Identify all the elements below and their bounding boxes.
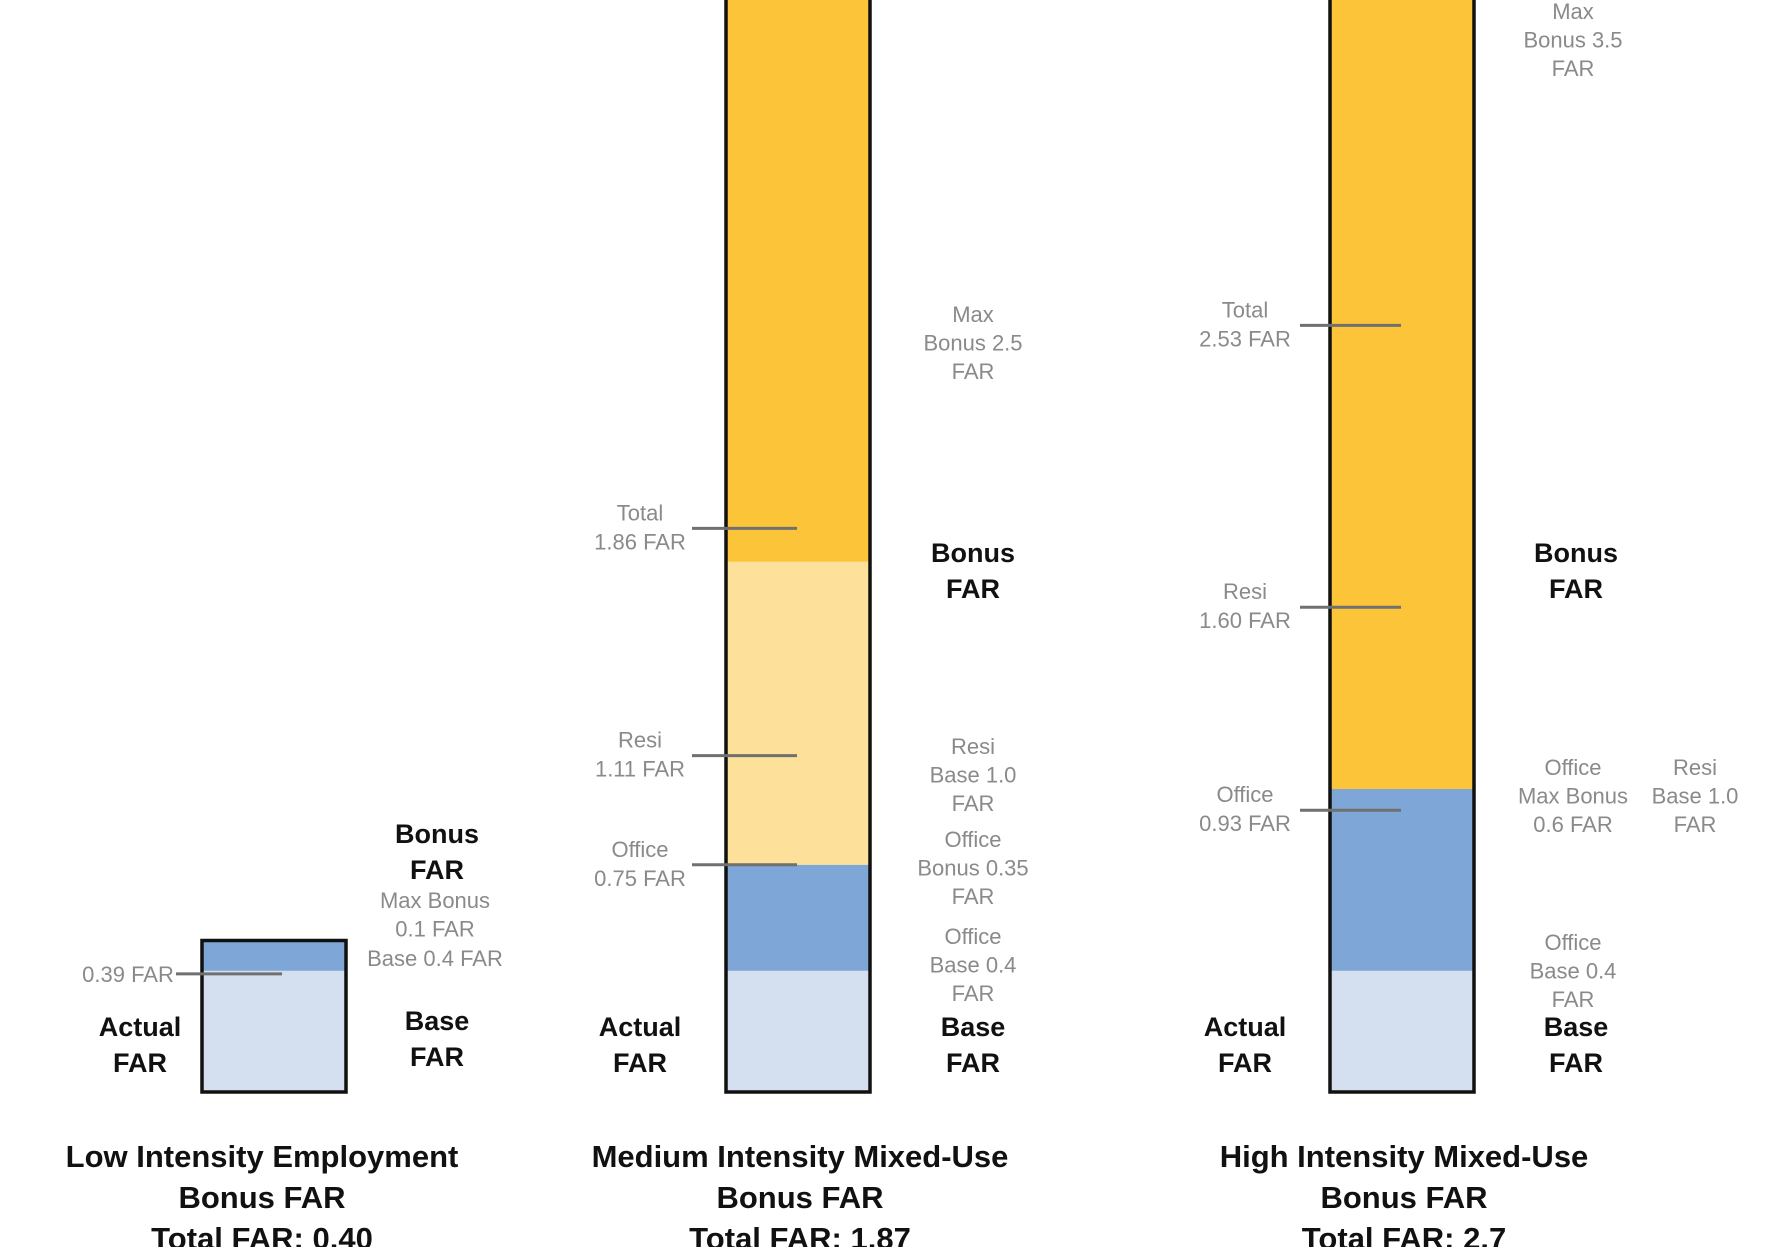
note-medium-3: Office Base 0.4 FAR <box>930 924 1017 1006</box>
actual-far-label-high: Actual FAR <box>1204 1012 1287 1078</box>
marker-label-high-2: Office 0.93 FAR <box>1199 782 1291 836</box>
column-high <box>1300 0 1476 1094</box>
marker-label-medium-1: Resi 1.11 FAR <box>595 728 685 782</box>
note-high-1: Office Max Bonus 0.6 FAR <box>1518 755 1628 837</box>
note-medium-2: Office Bonus 0.35 FAR <box>917 827 1028 909</box>
base-far-label-high: Base FAR <box>1544 1012 1609 1078</box>
marker-label-high-1: Resi 1.60 FAR <box>1199 579 1291 633</box>
caption-low: Low Intensity Employment Bonus FAR Total F… <box>66 1139 459 1247</box>
note-high-2: Resi Base 1.0 FAR <box>1652 755 1739 837</box>
column-medium <box>692 0 872 1094</box>
bar-segment-low-1 <box>202 940 346 971</box>
base-far-label-low: Base FAR <box>405 1006 470 1072</box>
note-low-1: Base 0.4 FAR <box>367 946 503 971</box>
marker-label-low-0: 0.39 FAR <box>82 962 174 987</box>
note-high-0: Max Bonus 3.5 FAR <box>1523 0 1622 81</box>
bar-segment-high-0 <box>1330 970 1474 1092</box>
caption-high: High Intensity Mixed-Use Bonus FAR Total F… <box>1220 1139 1589 1247</box>
bar-segment-medium-2 <box>726 561 870 865</box>
bar-outline-medium <box>724 0 872 1094</box>
bar-segment-medium-3 <box>726 0 870 562</box>
column-low <box>176 938 348 1094</box>
caption-medium: Medium Intensity Mixed-Use Bonus FAR Total… <box>592 1139 1009 1247</box>
bar-segment-medium-1 <box>726 864 870 971</box>
note-low-0: Max Bonus 0.1 FAR <box>380 888 490 942</box>
bonus-far-label-low: Bonus FAR <box>395 819 479 885</box>
base-far-label-medium: Base FAR <box>941 1012 1006 1078</box>
marker-label-high-0: Total 2.53 FAR <box>1199 297 1291 351</box>
actual-far-label-low: Actual FAR <box>99 1012 182 1078</box>
bar-segment-low-0 <box>202 970 346 1092</box>
bonus-far-label-high: Bonus FAR <box>1534 538 1618 604</box>
marker-label-medium-2: Office 0.75 FAR <box>594 837 686 891</box>
note-medium-0: Max Bonus 2.5 FAR <box>923 302 1022 384</box>
bonus-far-label-medium: Bonus FAR <box>931 538 1015 604</box>
bar-outline-high <box>1328 0 1476 1094</box>
bar-segment-high-1 <box>1330 789 1474 971</box>
note-medium-1: Resi Base 1.0 FAR <box>930 734 1017 816</box>
actual-far-label-medium: Actual FAR <box>599 1012 682 1078</box>
bar-segment-medium-0 <box>726 970 870 1092</box>
bar-segment-high-2 <box>1330 0 1474 789</box>
note-high-3: Office Base 0.4 FAR <box>1530 930 1617 1012</box>
marker-label-medium-0: Total 1.86 FAR <box>594 500 686 554</box>
bar-outline-low <box>200 938 348 1094</box>
